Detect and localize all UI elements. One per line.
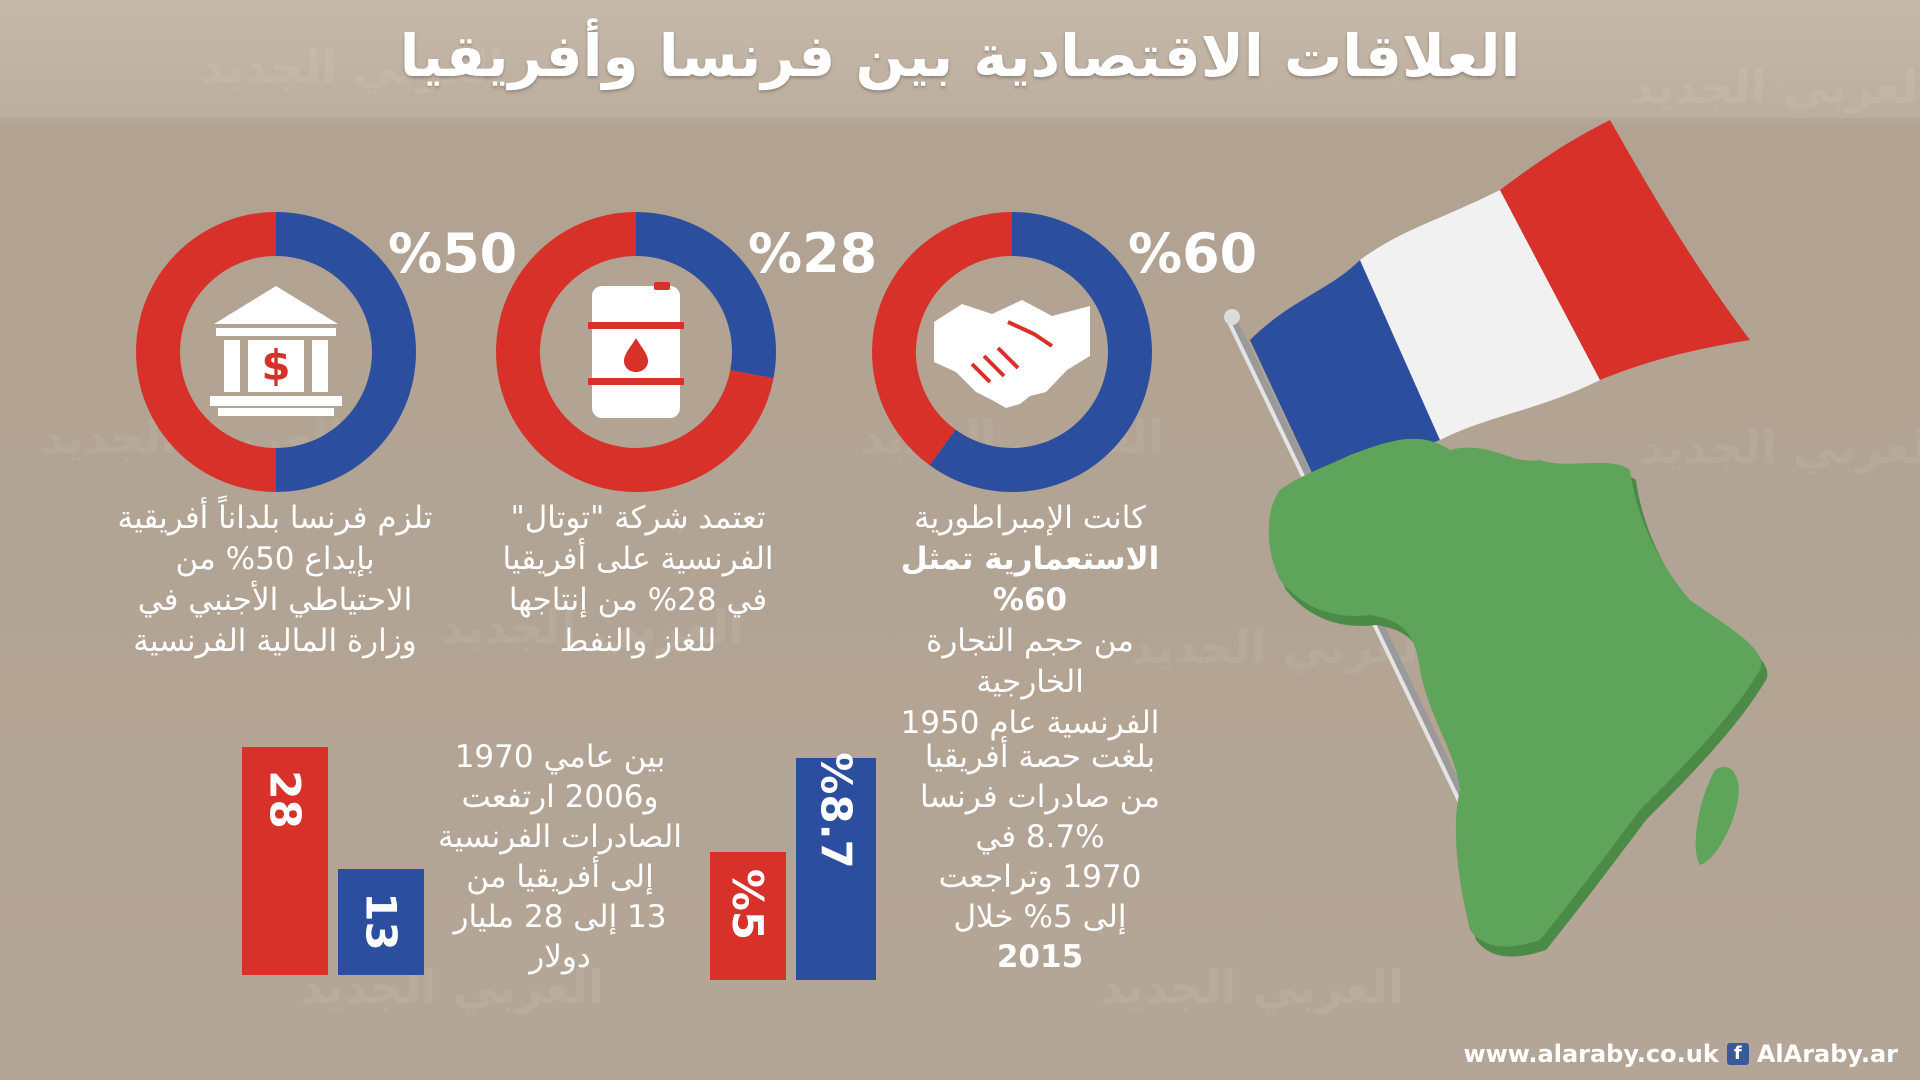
donut-slice-blue bbox=[635, 212, 776, 379]
donut-chart bbox=[496, 212, 776, 492]
footer-url[interactable]: www.alaraby.co.uk bbox=[1463, 1040, 1719, 1068]
page-title: العلاقات الاقتصادية بين فرنسا وأفريقيا bbox=[399, 22, 1521, 90]
bar: 28 bbox=[242, 747, 328, 975]
desc-line: إلى أفريقيا من bbox=[466, 859, 654, 895]
desc-line: بين عامي 1970 bbox=[454, 739, 666, 775]
donut-percent-label: %28 bbox=[748, 222, 878, 285]
flag-blue-stripe bbox=[1250, 260, 1440, 490]
desc-exports-share: بلغت حصة أفريقيا من صادرات فرنسا 8.7% في… bbox=[900, 737, 1180, 977]
desc-line: إلى 5% خلال bbox=[953, 899, 1127, 935]
donut-percent-label: %60 bbox=[1128, 222, 1258, 285]
desc-line: من صادرات فرنسا bbox=[920, 779, 1160, 815]
bar: %8.7 bbox=[796, 752, 876, 980]
desc-trade-1950: كانت الإمبراطورية الاستعمارية تمثل 60% م… bbox=[870, 498, 1190, 744]
desc-line: 13 إلى 28 مليار bbox=[453, 899, 667, 935]
desc-total: تعتمد شركة "توتال" الفرنسية على أفريقيا … bbox=[478, 498, 798, 662]
donut-percent-label: %50 bbox=[388, 222, 518, 285]
desc-line: تلزم فرنسا بلداناً أفريقية bbox=[117, 500, 433, 536]
bar-value-label: 13 bbox=[356, 892, 406, 951]
desc-line: في 28% من إنتاجها bbox=[508, 582, 768, 618]
donut-slice-red bbox=[136, 212, 277, 492]
flagpole-finial bbox=[1224, 309, 1240, 325]
footer: www.alaraby.co.uk f AlAraby.ar bbox=[1463, 1040, 1898, 1068]
desc-line: 8.7% في bbox=[975, 819, 1105, 855]
bar: %5 bbox=[710, 852, 786, 980]
desc-exports-value: بين عامي 1970 و2006 ارتفعت الصادرات الفر… bbox=[430, 737, 690, 977]
donut-chart bbox=[872, 212, 1152, 492]
donut-slice-red bbox=[496, 212, 774, 492]
bar-value-label: 28 bbox=[260, 770, 310, 829]
desc-line: الاستعمارية تمثل 60% bbox=[900, 541, 1160, 618]
desc-line: 2015 bbox=[996, 939, 1084, 975]
bar: 13 bbox=[338, 869, 424, 975]
oil-barrel-icon bbox=[588, 282, 684, 418]
donut-chart: $ bbox=[136, 212, 416, 492]
desc-reserves: تلزم فرنسا بلداناً أفريقية بإيداع 50% من… bbox=[110, 498, 440, 662]
bar-value-label: %8.7 bbox=[811, 752, 861, 869]
donut-slice-red bbox=[872, 212, 1013, 466]
africa-map bbox=[1268, 438, 1762, 947]
desc-line: تعتمد شركة "توتال" bbox=[510, 500, 766, 536]
desc-line: بإيداع 50% من bbox=[175, 541, 375, 577]
svg-text:$: $ bbox=[261, 341, 290, 390]
desc-line: و2006 ارتفعت bbox=[461, 779, 659, 815]
desc-line: للغاز والنفط bbox=[559, 623, 717, 659]
desc-line: الاحتياطي الأجنبي في bbox=[137, 582, 413, 618]
watermark: العربي الجديد bbox=[1640, 420, 1920, 474]
handshake-icon bbox=[934, 300, 1090, 408]
madagascar-map bbox=[1695, 766, 1739, 865]
desc-line: دولار bbox=[529, 939, 591, 975]
watermark: العربي الجديد bbox=[1630, 60, 1920, 114]
footer-handle[interactable]: AlAraby.ar bbox=[1756, 1040, 1898, 1068]
facebook-icon[interactable]: f bbox=[1726, 1043, 1749, 1065]
watermark: العربي الجديد bbox=[200, 40, 505, 94]
desc-line: 1970 وتراجعت bbox=[938, 859, 1142, 895]
desc-line: الصادرات الفرنسية bbox=[438, 819, 682, 855]
watermark: العربي الجديد bbox=[1100, 960, 1405, 1014]
desc-line: الفرنسية على أفريقيا bbox=[502, 541, 774, 577]
desc-line: من حجم التجارة الخارجية bbox=[926, 623, 1134, 700]
flag-red-stripe bbox=[1500, 120, 1750, 380]
bar-value-label: %5 bbox=[723, 869, 773, 941]
france-flag-africa-illustration bbox=[1224, 120, 1768, 957]
watermark: العربي الجديد bbox=[440, 600, 745, 654]
desc-line: كانت الإمبراطورية bbox=[913, 500, 1146, 536]
desc-line: الفرنسية عام 1950 bbox=[900, 705, 1160, 741]
donut-slice-blue bbox=[929, 212, 1152, 492]
desc-line: وزارة المالية الفرنسية bbox=[133, 623, 417, 659]
donut-slice-blue bbox=[275, 212, 416, 492]
bank-dollar-icon: $ bbox=[210, 286, 342, 416]
title-band bbox=[0, 0, 1920, 118]
desc-line: بلغت حصة أفريقيا bbox=[924, 739, 1156, 775]
flag-white-stripe bbox=[1360, 190, 1600, 440]
